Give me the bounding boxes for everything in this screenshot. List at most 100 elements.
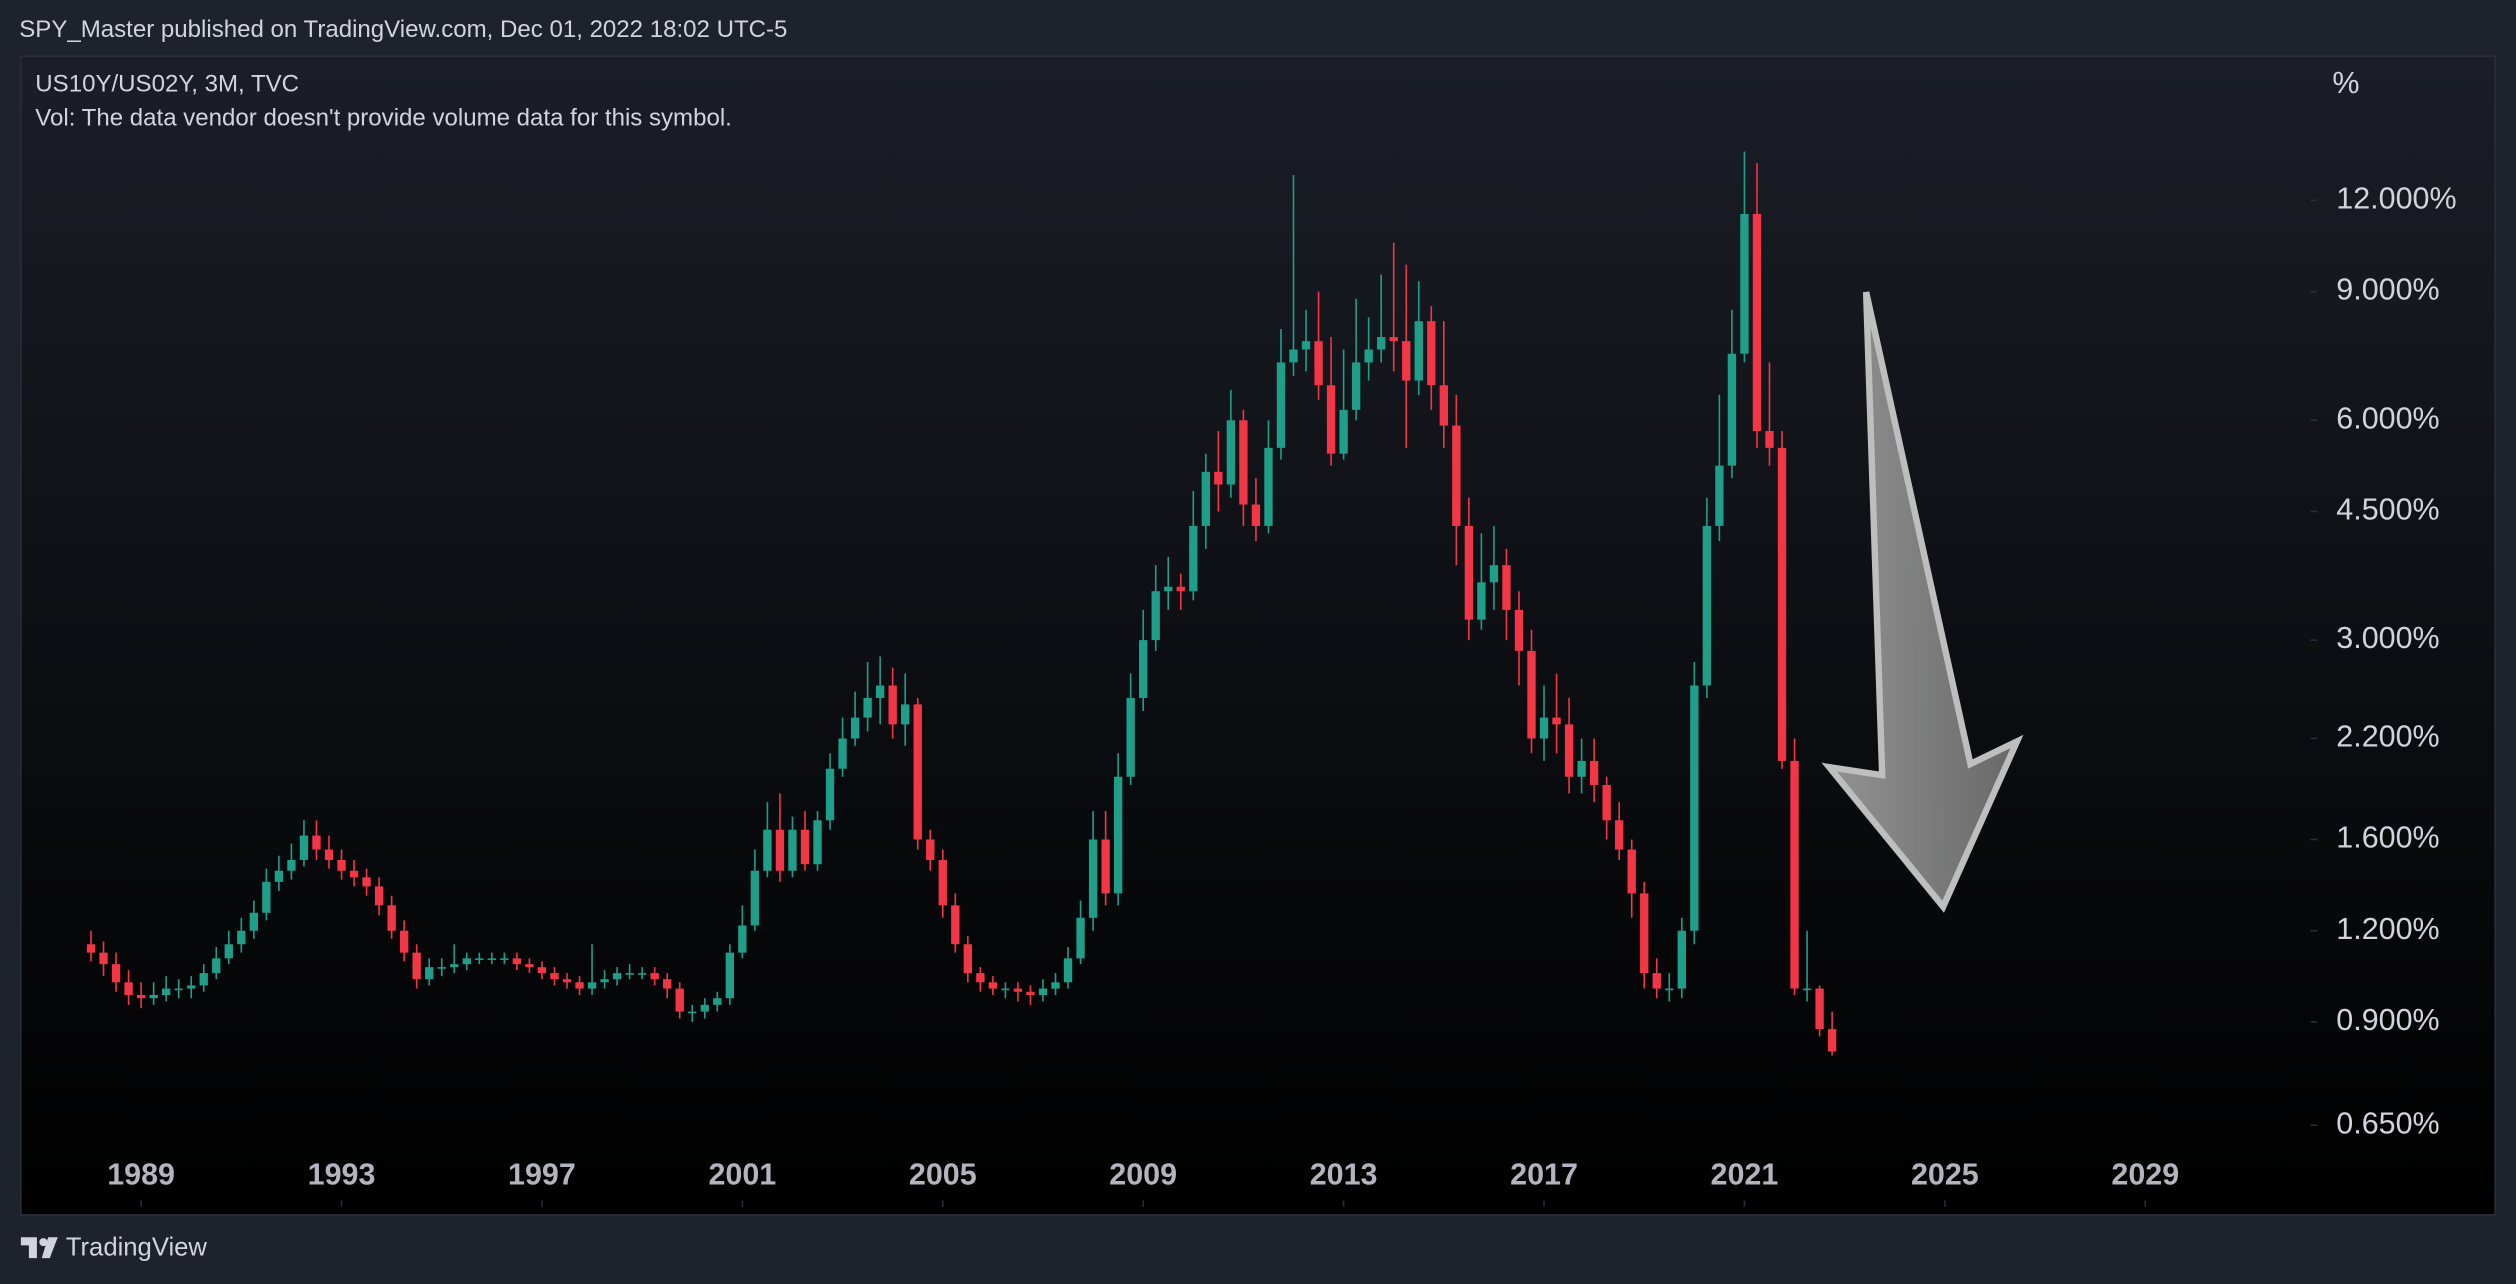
plot-area: 0.650% 0.900% 1.200% 1.600% 2.200% 3.000% 4.50… <box>86 151 2457 1207</box>
candle-body <box>1702 525 1712 686</box>
candle-body <box>1076 917 1085 959</box>
candle-body <box>838 738 847 769</box>
candle-body <box>136 994 146 999</box>
x-tick-label: 2017 <box>1510 1157 1578 1191</box>
candle-body <box>1289 349 1298 363</box>
x-tick-label: 2021 <box>1711 1157 1779 1191</box>
candle-body <box>637 973 647 975</box>
candle-body <box>688 1011 697 1014</box>
logo-mark <box>20 1237 37 1259</box>
candle-body <box>800 829 810 865</box>
candle-body <box>675 988 684 1012</box>
candle-body <box>1552 717 1561 725</box>
candle-body <box>274 870 284 882</box>
candle-body <box>863 697 872 718</box>
candle-body <box>187 985 196 989</box>
candle-body <box>287 859 296 871</box>
candle-body <box>487 958 497 960</box>
candle-body <box>149 994 158 999</box>
candle-body <box>1364 349 1373 363</box>
candle-body <box>1615 820 1624 850</box>
x-tick-label: 1993 <box>308 1157 376 1191</box>
candle-body <box>587 982 597 989</box>
candle-body <box>1539 717 1549 739</box>
candle-body <box>1665 988 1674 991</box>
candle-body <box>1715 465 1724 526</box>
candle-body <box>1139 640 1148 698</box>
candle-body <box>99 952 108 965</box>
x-tick-label: 2029 <box>2111 1157 2179 1191</box>
candle-body <box>612 973 622 980</box>
candle-body <box>450 964 459 968</box>
candle-body <box>1226 420 1236 485</box>
candle-body <box>249 912 259 931</box>
logo-dot <box>39 1238 48 1247</box>
candle-body <box>1765 431 1774 448</box>
candle-body <box>1690 685 1699 931</box>
candle-body <box>299 835 309 860</box>
down-arrow <box>1821 291 2024 913</box>
candle-body <box>1339 409 1348 454</box>
candle-body <box>1827 1029 1837 1052</box>
x-tick-label: 2025 <box>1911 1157 1979 1191</box>
candle-body <box>1402 341 1411 381</box>
candle-body <box>1239 420 1248 505</box>
y-tick-label: 4.500% <box>2336 493 2439 527</box>
candle-body <box>1452 425 1461 526</box>
candle-body <box>374 886 384 906</box>
candle-body <box>199 973 208 986</box>
candle-body <box>1026 991 1035 995</box>
candle-body <box>1727 353 1737 466</box>
candle-body <box>1652 973 1661 989</box>
candle-body <box>237 930 246 945</box>
candle-body <box>212 958 221 974</box>
candle-body <box>1439 385 1448 426</box>
candle-body <box>1489 565 1499 583</box>
candle-body <box>575 982 584 989</box>
chart-panel <box>20 55 2496 1216</box>
candle-body <box>1301 341 1311 350</box>
y-tick-label: 0.650% <box>2336 1106 2439 1140</box>
candle-body <box>713 998 722 1005</box>
volume-note: Vol: The data vendor doesn't provide vol… <box>35 104 732 131</box>
candle-body <box>1815 988 1824 1030</box>
candle-body <box>788 829 797 871</box>
candle-body <box>262 881 271 913</box>
candle-body <box>1564 724 1574 777</box>
candle-body <box>1276 362 1286 448</box>
x-tick-label: 1997 <box>508 1157 576 1191</box>
candle-body <box>1514 609 1524 651</box>
candle-body <box>763 829 772 871</box>
candle-body <box>1151 591 1160 641</box>
x-tick-label: 2013 <box>1310 1157 1378 1191</box>
candle-body <box>387 905 396 931</box>
candle-body <box>1640 893 1649 974</box>
candle-body <box>525 964 534 968</box>
candle-body <box>650 973 659 980</box>
candle-body <box>1176 586 1185 592</box>
candle-body <box>475 958 484 960</box>
tradingview-logo <box>20 1237 58 1259</box>
candle-body <box>1527 650 1536 739</box>
y-tick-label: 6.000% <box>2336 401 2439 435</box>
candle-body <box>1414 321 1423 381</box>
candle-body <box>1214 471 1223 485</box>
y-axis-unit: % <box>2332 66 2359 100</box>
candle-body <box>663 979 672 989</box>
candle-body <box>875 685 885 698</box>
candle-body <box>224 944 233 959</box>
candle-body <box>337 859 346 871</box>
candle-body <box>1164 586 1173 592</box>
candle-body <box>425 967 434 980</box>
y-tick-label: 9.000% <box>2336 273 2439 307</box>
candle-body <box>1627 849 1636 894</box>
candle-body <box>1113 776 1123 894</box>
candle-body <box>775 829 785 871</box>
candle-body <box>1201 471 1210 526</box>
candle-body <box>161 988 171 995</box>
candle-body <box>963 944 972 974</box>
candle-body <box>1051 982 1060 989</box>
x-tick-label: 1989 <box>107 1157 175 1191</box>
candle-body <box>738 925 747 953</box>
